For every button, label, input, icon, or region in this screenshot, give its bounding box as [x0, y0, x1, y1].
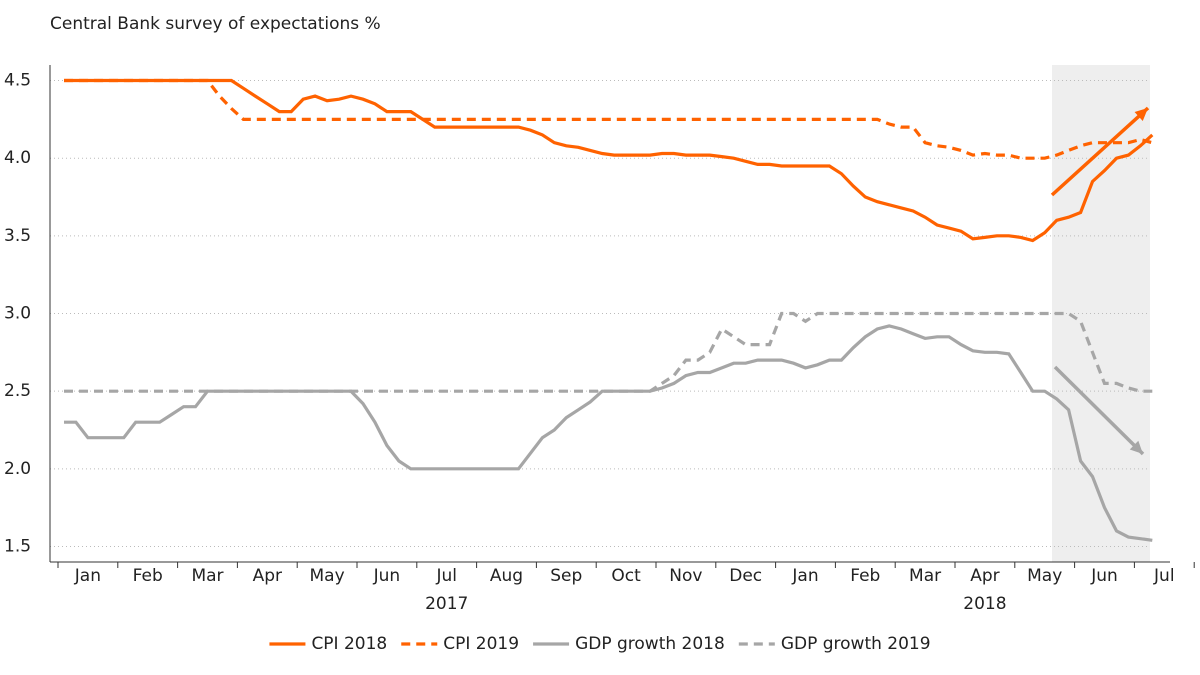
chart-title: Central Bank survey of expectations %	[50, 14, 381, 34]
y-tick-label: 3.5	[4, 226, 31, 246]
x-tick-label: Mar	[909, 566, 941, 586]
trend-arrow	[1050, 106, 1150, 197]
series-line	[64, 324, 1153, 542]
x-tick-label: Oct	[611, 566, 641, 586]
x-tick-label: Mar	[191, 566, 223, 586]
y-tick-label: 2.5	[4, 381, 31, 401]
y-tick-label: 1.5	[4, 536, 31, 556]
legend-label: CPI 2018	[311, 634, 387, 654]
series-line	[64, 78, 1153, 160]
y-tick-label: 4.0	[4, 148, 31, 168]
legend-label: CPI 2019	[443, 634, 519, 654]
y-tick-label: 2.0	[4, 459, 31, 479]
legend-label: GDP growth 2019	[781, 634, 931, 654]
x-tick-label: Apr	[970, 566, 999, 586]
series-line	[64, 78, 1154, 243]
x-tick-label: Aug	[490, 566, 523, 586]
x-tick-label: Dec	[729, 566, 762, 586]
x-tick-label: Jun	[1090, 566, 1118, 586]
x-group-label: 2018	[963, 594, 1006, 614]
x-tick-label: Jul	[435, 566, 457, 586]
x-tick-label: Jun	[373, 566, 401, 586]
x-tick-label: Feb	[850, 566, 880, 586]
legend-label: GDP growth 2018	[575, 634, 725, 654]
trend-arrowhead	[1134, 108, 1148, 121]
trend-arrow	[1053, 365, 1145, 456]
y-tick-label: 3.0	[4, 304, 31, 324]
trend-arrowhead	[1129, 440, 1143, 454]
x-tick-label: Sep	[550, 566, 582, 586]
y-tick-label: 4.5	[4, 71, 31, 91]
series-line	[64, 311, 1153, 393]
x-group-label: 2017	[425, 594, 468, 614]
x-tick-label: Nov	[669, 566, 702, 586]
x-tick-label: Jan	[74, 566, 101, 586]
x-tick-label: May	[310, 566, 345, 586]
x-tick-label: Apr	[253, 566, 282, 586]
x-tick-label: Feb	[133, 566, 163, 586]
x-tick-label: Jul	[1153, 566, 1175, 586]
x-tick-label: Jan	[791, 566, 818, 586]
highlight-band	[1052, 65, 1150, 562]
x-tick-label: May	[1027, 566, 1062, 586]
legend: CPI 2018 CPI 2019 GDP growth 2018 GDP growt…	[269, 634, 931, 654]
